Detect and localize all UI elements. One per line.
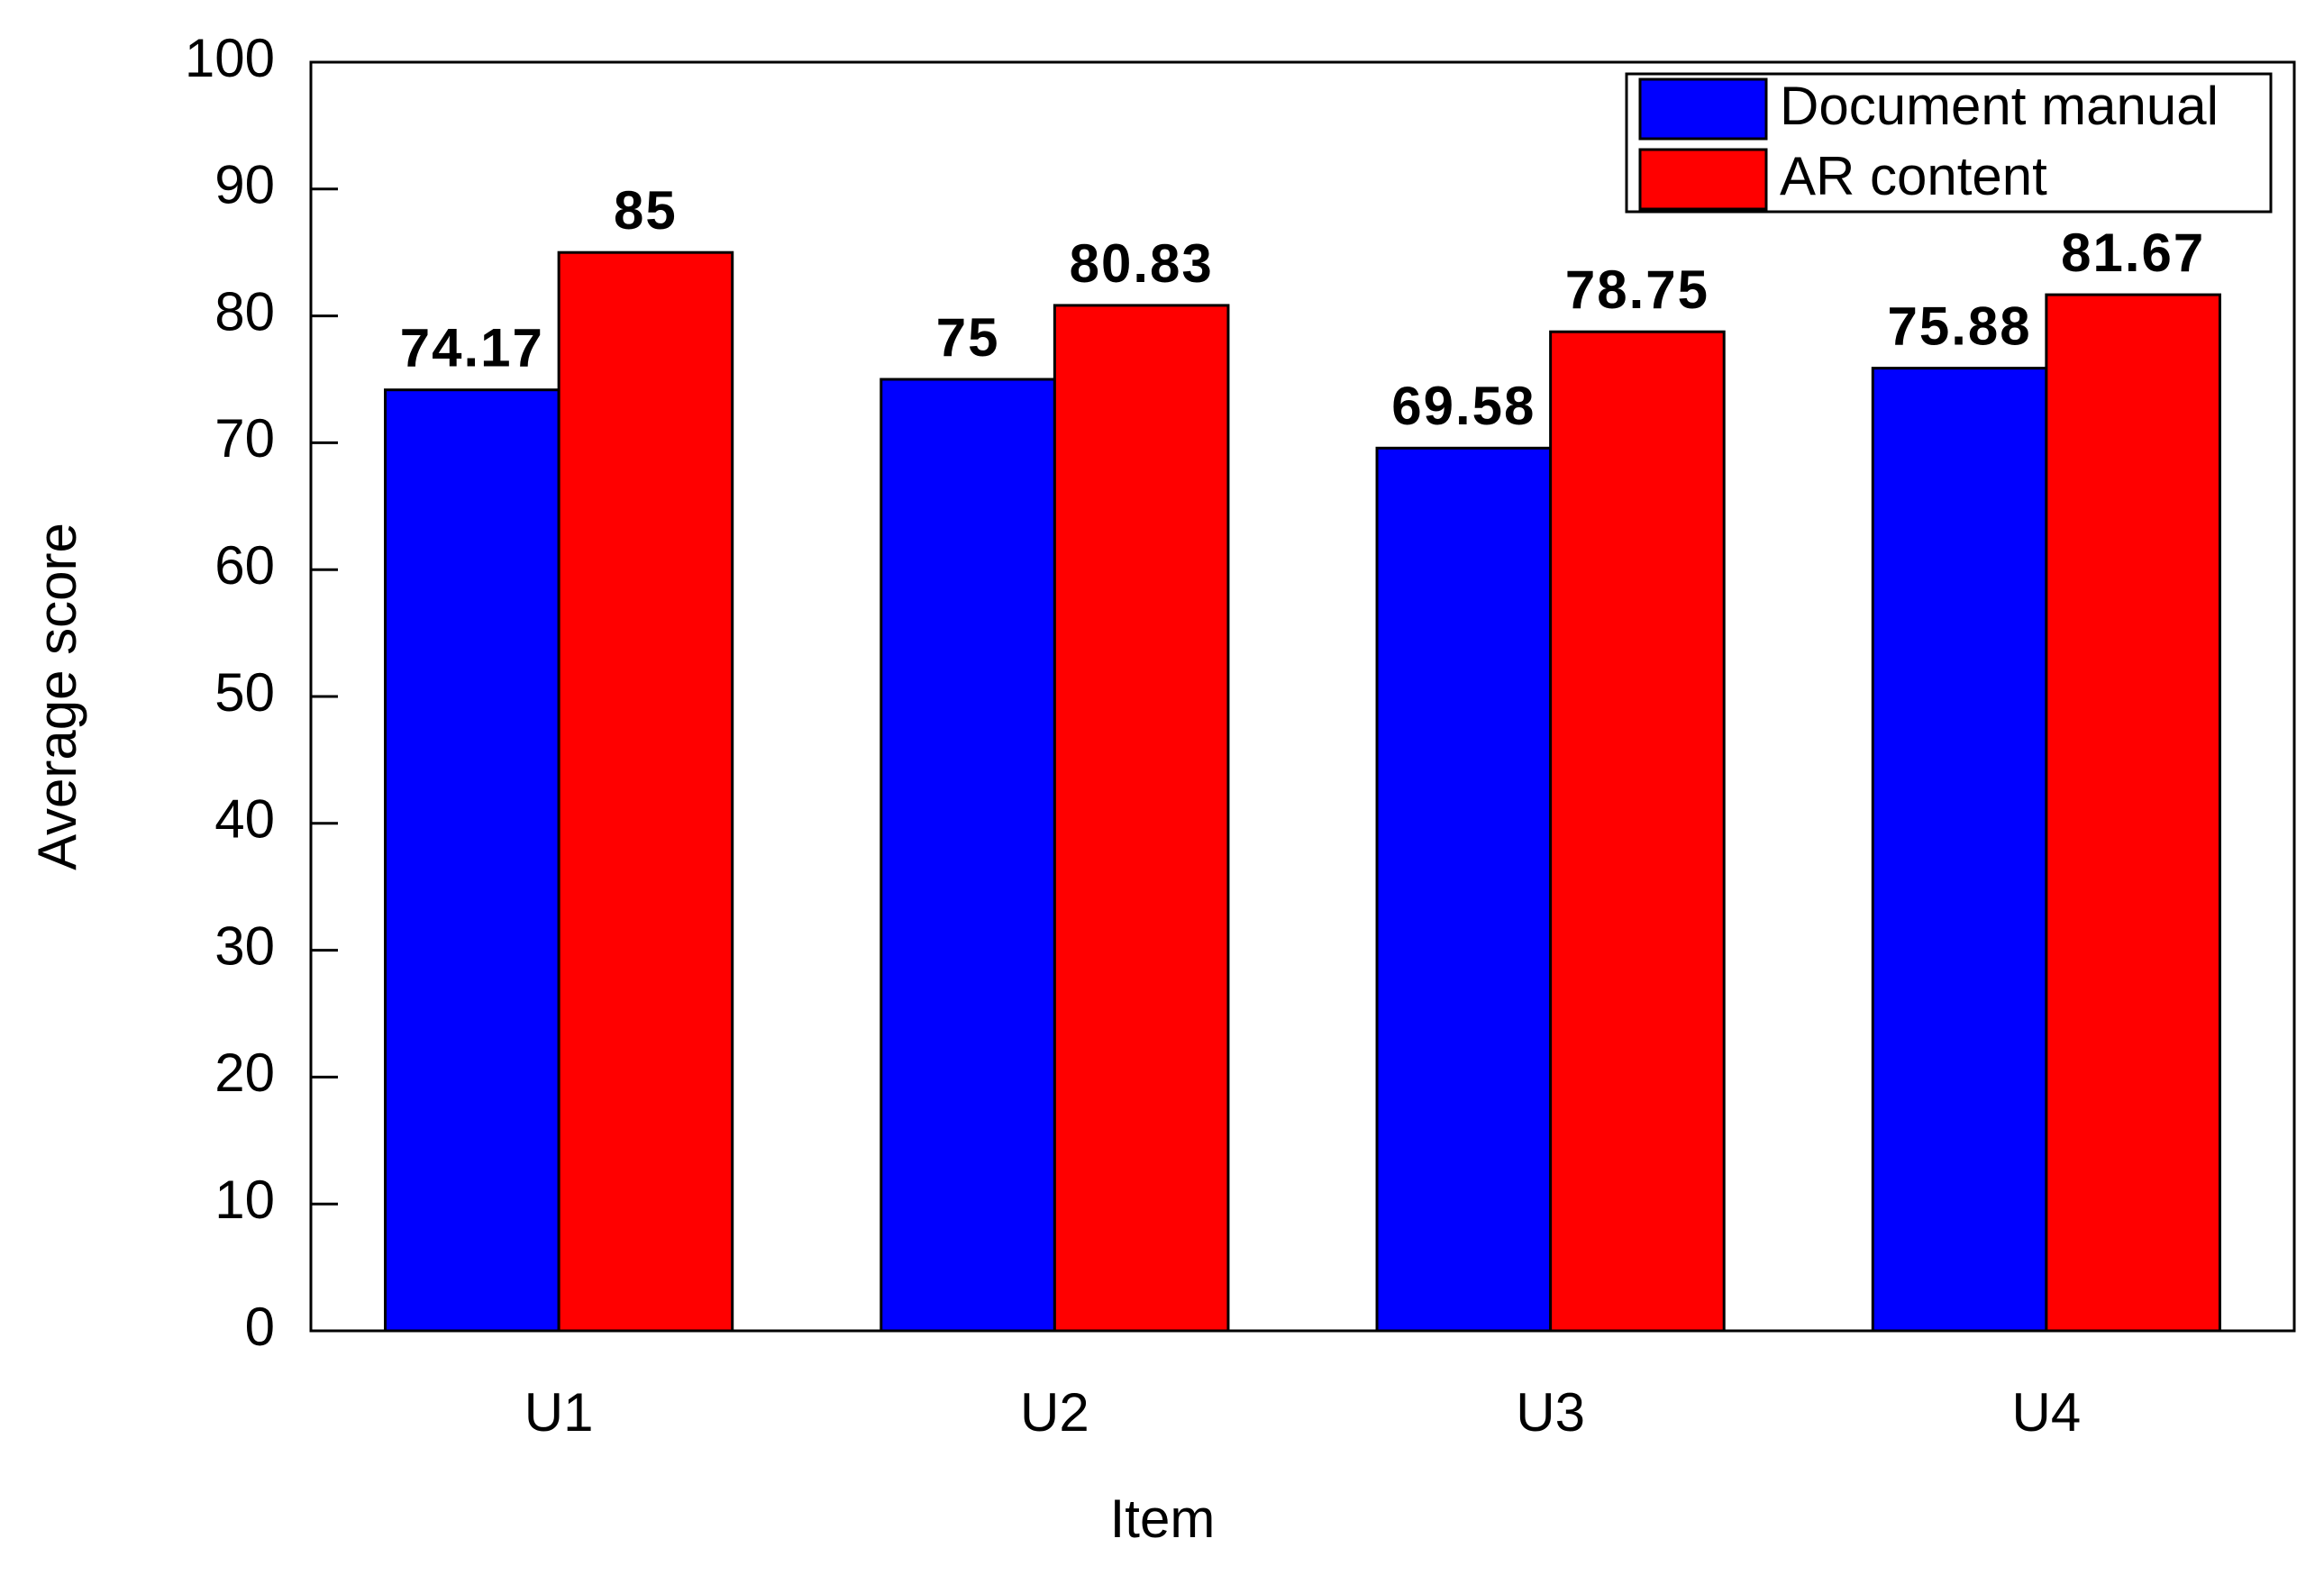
bar xyxy=(1871,367,2048,1333)
bar xyxy=(1375,446,1553,1333)
bar xyxy=(2045,293,2221,1333)
bar xyxy=(879,378,1056,1333)
bar xyxy=(1053,304,1230,1333)
x-tick-label: U1 xyxy=(524,1382,594,1443)
y-tick-label: 20 xyxy=(214,1042,275,1103)
value-label: 74.17 xyxy=(400,318,544,378)
y-tick-label: 60 xyxy=(214,535,275,596)
legend-swatch xyxy=(1638,77,1768,141)
value-label: 69.58 xyxy=(1391,376,1536,436)
value-label: 75 xyxy=(936,307,1000,368)
plot-frame xyxy=(309,60,2296,1333)
x-tick-label: U2 xyxy=(1020,1382,1089,1443)
y-tick-label: 70 xyxy=(214,408,275,469)
x-axis-title: Item xyxy=(1110,1489,1216,1549)
legend-label: AR content xyxy=(1780,146,2047,206)
value-label: 81.67 xyxy=(2061,223,2205,283)
legend-swatch xyxy=(1638,148,1768,211)
y-tick-label: 100 xyxy=(185,28,275,88)
y-tick-label: 10 xyxy=(214,1170,275,1230)
y-tick-label: 80 xyxy=(214,281,275,341)
y-axis-title: Average score xyxy=(27,523,87,870)
bar xyxy=(557,250,734,1333)
value-label: 78.75 xyxy=(1565,259,1709,320)
value-label: 80.83 xyxy=(1070,233,1214,294)
bar xyxy=(384,388,560,1333)
x-tick-label: U3 xyxy=(1516,1382,1585,1443)
bar xyxy=(1549,330,1726,1333)
y-tick-label: 30 xyxy=(214,915,275,976)
y-tick-label: 0 xyxy=(245,1297,275,1357)
y-tick-label: 50 xyxy=(214,662,275,723)
y-tick-label: 40 xyxy=(214,789,275,850)
value-label: 75.88 xyxy=(1888,296,2032,356)
y-tick-label: 90 xyxy=(214,155,275,215)
legend-label: Document manual xyxy=(1780,76,2219,136)
x-tick-label: U4 xyxy=(2012,1382,2082,1443)
value-label: 85 xyxy=(614,180,678,241)
